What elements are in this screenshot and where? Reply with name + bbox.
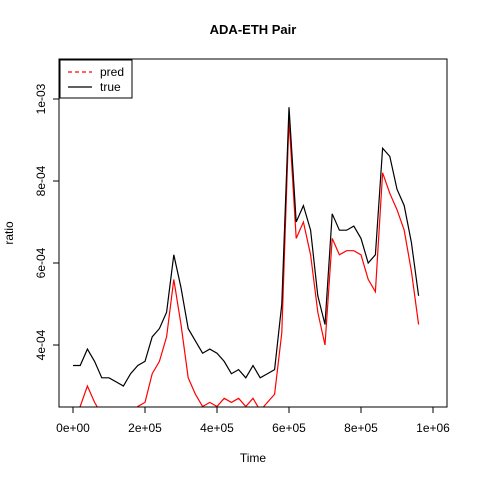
legend-box xyxy=(59,59,133,99)
x-tick-label: 4e+05 xyxy=(200,421,234,435)
legend-label: true xyxy=(100,80,121,94)
y-tick-label: 6e-04 xyxy=(34,247,48,278)
y-tick-label: 8e-04 xyxy=(34,165,48,196)
chart-title: ADA-ETH Pair xyxy=(210,22,297,37)
y-axis-label: ratio xyxy=(2,221,16,245)
y-tick-label: 1e-03 xyxy=(34,83,48,114)
legend-label: pred xyxy=(100,65,124,79)
x-tick-label: 8e+05 xyxy=(344,421,378,435)
x-tick-label: 0e+00 xyxy=(56,421,90,435)
x-tick-label: 2e+05 xyxy=(128,421,162,435)
series-line xyxy=(73,107,420,387)
y-tick-label: 4e-04 xyxy=(34,329,48,360)
x-tick-label: 6e+05 xyxy=(272,421,306,435)
x-axis-label: Time xyxy=(240,451,267,465)
x-tick-label: 1e+06 xyxy=(416,421,450,435)
